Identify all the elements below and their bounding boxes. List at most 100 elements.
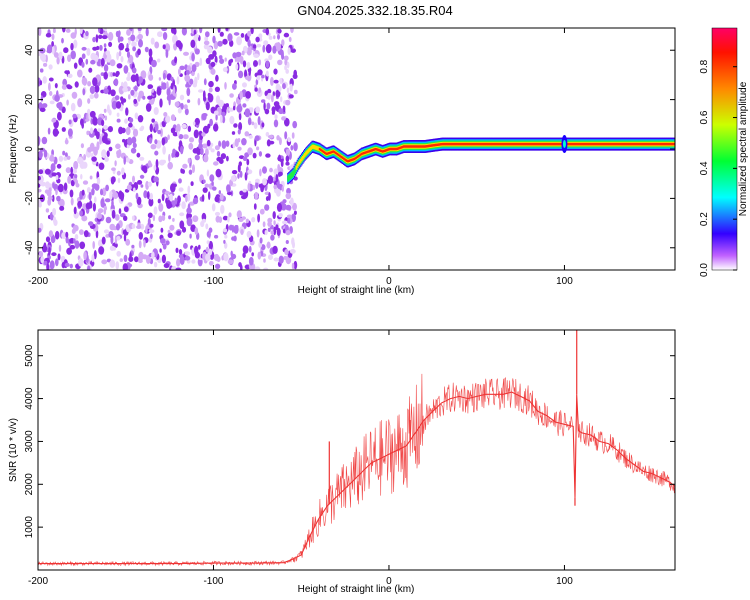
heatmap-ridge-cell: [426, 145, 428, 148]
heatmap-ridge-cell: [591, 142, 594, 146]
heatmap-noise-cell: [237, 146, 242, 151]
heatmap-ridge-cell: [538, 142, 541, 146]
spectrogram-xtick-label: -200: [28, 276, 48, 287]
heatmap-ridge-cell: [574, 142, 577, 146]
heatmap-noise-cell: [253, 122, 258, 129]
heatmap-noise-cell: [287, 47, 291, 55]
heatmap-ridge-cell: [432, 144, 435, 147]
heatmap-ridge-cell: [629, 142, 631, 146]
heatmap-noise-cell: [144, 46, 149, 53]
heatmap-noise-cell: [192, 215, 199, 223]
heatmap-ridge-cell: [585, 142, 587, 146]
heatmap-ridge-cell: [569, 142, 571, 146]
heatmap-noise-cell: [114, 95, 120, 101]
heatmap-noise-cell: [72, 168, 77, 174]
heatmap-noise-cell: [109, 190, 113, 200]
heatmap-noise-cell: [106, 150, 110, 157]
heatmap-noise-cell: [89, 85, 96, 94]
heatmap-noise-cell: [168, 96, 171, 106]
heatmap-noise-cell: [203, 154, 209, 163]
heatmap-noise-cell: [255, 79, 259, 86]
snr-noise-trace: [38, 373, 675, 567]
heatmap-noise-cell: [282, 83, 286, 90]
heatmap-noise-cell: [92, 241, 95, 249]
heatmap-noise-cell: [127, 137, 133, 146]
heatmap-noise-cell: [257, 213, 260, 223]
heatmap-noise-cell: [177, 195, 181, 204]
heatmap-ridge-cell: [297, 161, 300, 166]
heatmap-ridge-cell: [542, 142, 544, 146]
heatmap-noise-cell: [278, 154, 281, 162]
heatmap-noise-cell: [191, 52, 195, 62]
heatmap-ridge-cell: [465, 142, 467, 146]
heatmap-ridge-cell: [619, 142, 622, 146]
heatmap-noise-cell: [273, 184, 278, 190]
heatmap-ridge-cell: [393, 147, 396, 151]
heatmap-noise-cell: [222, 38, 228, 45]
heatmap-ridge-cell: [550, 142, 552, 146]
heatmap-noise-cell: [222, 215, 229, 221]
heatmap-ridge-cell: [430, 144, 432, 147]
heatmap-noise-cell: [258, 151, 262, 157]
heatmap-ridge-cell: [358, 154, 361, 157]
heatmap-noise-cell: [59, 205, 65, 211]
heatmap-noise-cell: [179, 94, 185, 101]
heatmap-noise-cell: [107, 31, 114, 41]
heatmap-noise-cell: [100, 58, 105, 67]
heatmap-ridge-cell: [326, 152, 328, 155]
heatmap-ridge-cell: [460, 142, 463, 146]
heatmap-noise-cell: [254, 87, 258, 92]
heatmap-noise-cell: [158, 203, 164, 212]
heatmap-ridge-cell: [332, 150, 335, 153]
heatmap-ridge-cell: [422, 145, 424, 148]
heatmap-ridge-cell: [400, 146, 403, 149]
heatmap-ridge-cell: [411, 145, 413, 148]
heatmap-ridge-cell: [350, 158, 352, 162]
heatmap-ridge-cell: [403, 145, 405, 148]
heatmap-noise-cell: [153, 165, 157, 171]
heatmap-noise-cell: [131, 223, 136, 229]
heatmap-ridge-cell: [301, 155, 304, 160]
heatmap-noise-cell: [192, 148, 198, 154]
heatmap-ridge-cell: [371, 149, 373, 152]
heatmap-noise-cell: [207, 92, 211, 98]
heatmap-noise-cell: [148, 229, 155, 234]
heatmap-noise-cell: [86, 112, 89, 122]
heatmap-ridge-cell: [517, 142, 520, 146]
heatmap-noise-cell: [270, 230, 274, 235]
heatmap-noise-cell: [265, 153, 271, 158]
heatmap-noise-cell: [109, 59, 116, 67]
heatmap-noise-cell: [125, 238, 131, 246]
heatmap-ridge-cell: [606, 142, 608, 146]
heatmap-ridge-cell: [378, 149, 381, 152]
snr-xtick-label: 100: [556, 576, 573, 587]
heatmap-ridge-cell: [328, 151, 330, 155]
heatmap-noise-cell: [242, 82, 247, 88]
heatmap-noise-cell: [274, 102, 280, 111]
heatmap-noise-cell: [108, 146, 113, 152]
heatmap-noise-cell: [228, 107, 234, 112]
heatmap-noise-cell: [284, 117, 290, 127]
heatmap-ridge-cell: [307, 149, 309, 154]
heatmap-noise-cell: [166, 81, 169, 90]
heatmap-noise-cell: [265, 70, 269, 77]
heatmap-noise-cell: [114, 72, 119, 77]
heatmap-ridge-cell: [492, 142, 495, 146]
heatmap-noise-cell: [236, 36, 243, 46]
heatmap-noise-cell: [153, 261, 158, 268]
heatmap-ridge-cell: [435, 143, 438, 147]
heatmap-noise-cell: [172, 87, 176, 96]
heatmap-noise-cell: [100, 198, 105, 207]
heatmap-noise-cell: [273, 79, 279, 84]
heatmap-noise-cell: [115, 143, 121, 150]
heatmap-ridge-cell: [447, 142, 449, 146]
heatmap-ridge-cell: [388, 148, 390, 151]
heatmap-noise-cell: [149, 123, 153, 133]
heatmap-noise-cell: [251, 252, 254, 257]
heatmap-ridge-cell: [317, 146, 320, 151]
heatmap-noise-cell: [267, 175, 274, 185]
heatmap-noise-cell: [287, 137, 292, 143]
heatmap-ridge-cell: [396, 147, 399, 150]
heatmap-noise-cell: [285, 155, 290, 163]
heatmap-ridge-cell: [406, 145, 408, 148]
